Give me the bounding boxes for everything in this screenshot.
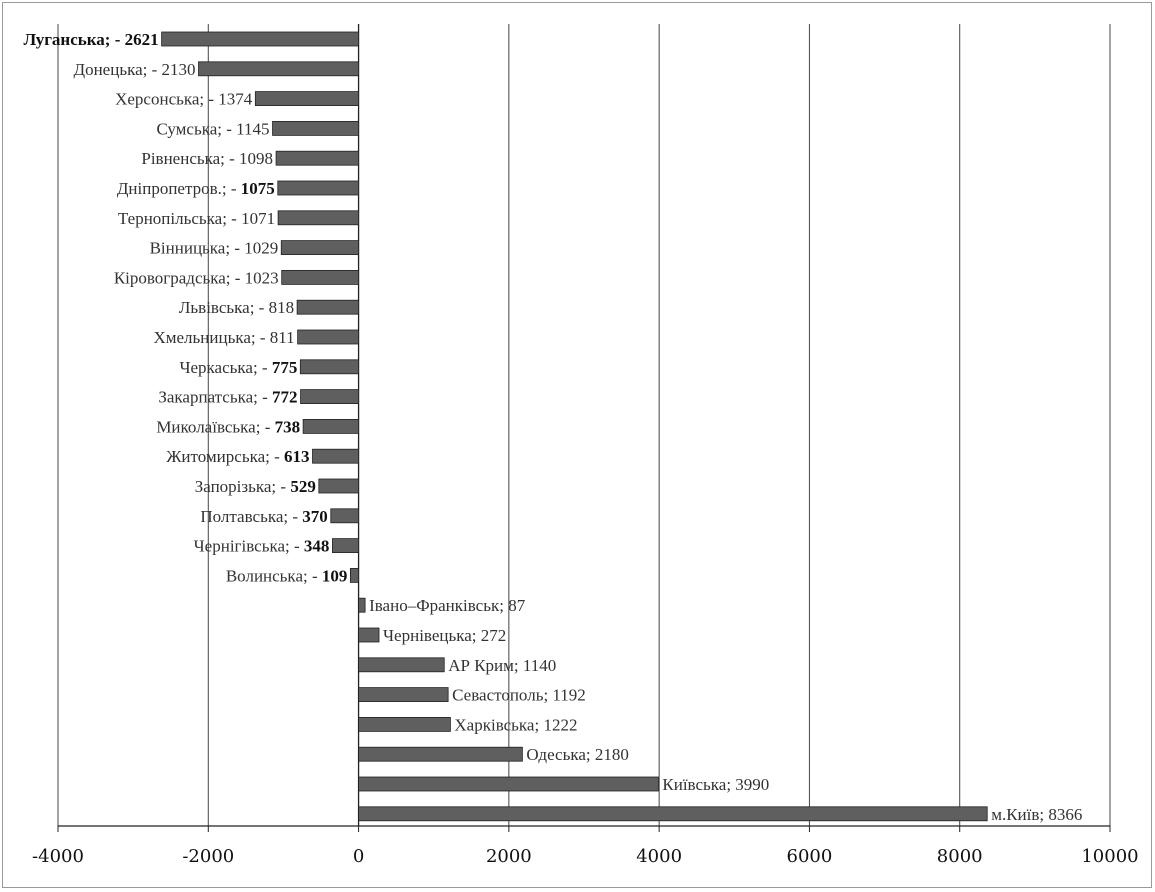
- bar-label-value: 738: [275, 417, 301, 436]
- bar: [358, 627, 380, 643]
- bar-label-name: Дніпропетров.; -: [117, 179, 241, 198]
- bar-label: м.Київ; 8366: [991, 805, 1082, 824]
- bar-label: Рівненська; - 1098: [141, 149, 273, 168]
- bars: [161, 31, 988, 822]
- bar-label: Миколаївська; - 738: [156, 417, 300, 436]
- bar: [198, 61, 359, 77]
- bar: [332, 538, 359, 553]
- bar-label: Луганська; - 2621: [23, 30, 158, 49]
- bar: [358, 806, 988, 822]
- bar-label: Львівська; - 818: [179, 298, 294, 317]
- bar: [281, 269, 359, 285]
- bar: [299, 359, 359, 375]
- bar-label: Івано–Франківськ; 87: [369, 596, 526, 615]
- bar-label: Харківська; 1222: [454, 715, 577, 734]
- bar-label-name: Запорізька; -: [195, 477, 291, 496]
- bar: [254, 91, 359, 106]
- bar-label-value: 529: [290, 477, 316, 496]
- bar-label-value: 348: [304, 537, 330, 556]
- bar: [318, 478, 359, 494]
- bar-label: Дніпропетров.; - 1075: [117, 179, 275, 198]
- bar-label-name: Черкаська; -: [179, 358, 271, 377]
- bar-label-name: Полтавська; -: [200, 507, 302, 526]
- bar: [358, 657, 445, 673]
- bar-label: Полтавська; - 370: [200, 507, 327, 526]
- bar-label-name: Закарпатська; -: [158, 388, 272, 407]
- bar-label: Хмельницька; - 811: [153, 328, 294, 347]
- bar-label: Чернігівська; - 348: [194, 537, 330, 556]
- bar: [358, 717, 451, 732]
- bar-label-name: Волинська; -: [226, 566, 322, 585]
- x-tick-label: 10000: [1081, 846, 1138, 867]
- bar: [302, 418, 359, 434]
- bar-label: Київська; 3990: [662, 775, 769, 794]
- bar: [349, 568, 359, 583]
- bar-label: Черкаська; - 775: [179, 358, 297, 377]
- bar: [297, 329, 359, 345]
- bar-label: АР Крим; 1140: [448, 656, 556, 675]
- bar: [358, 597, 366, 613]
- bar-label: Вінницька; - 1029: [150, 239, 279, 258]
- bar-label-value: 1075: [241, 179, 275, 198]
- x-tick-label: 2000: [486, 846, 532, 867]
- bar: [358, 776, 659, 792]
- bar-label: Чернівецька; 272: [383, 626, 506, 645]
- bar-label: Донецька; - 2130: [73, 60, 195, 79]
- bar-label-name: Чернігівська; -: [194, 537, 304, 556]
- bar-label: Кіровоградська; - 1023: [114, 268, 279, 287]
- bar: [275, 150, 359, 166]
- x-axis: -4000 -2000 0 2000 4000 6000 8000 10000: [32, 825, 1139, 867]
- bar-label: Запорізька; - 529: [195, 477, 316, 496]
- x-tick-label: -4000: [32, 846, 84, 867]
- bar-label-name: Миколаївська; -: [156, 417, 274, 436]
- bar-label: Севастополь; 1192: [452, 686, 586, 705]
- bar-label-value: 370: [302, 507, 328, 526]
- bar-label-value: 613: [284, 447, 310, 466]
- bar: [358, 687, 449, 702]
- x-tick-label: 0: [353, 846, 364, 867]
- x-tick-label: 6000: [787, 846, 833, 867]
- x-tick-label: -2000: [182, 846, 234, 867]
- bar-label: Закарпатська; - 772: [158, 388, 297, 407]
- bar: [312, 448, 359, 464]
- bar: [296, 299, 359, 315]
- bar-label-name: Житомирська; -: [166, 447, 284, 466]
- bar-label: Сумська; - 1145: [156, 119, 269, 138]
- bar-label-value: 109: [322, 566, 348, 585]
- bar: [280, 240, 359, 256]
- bar-label: Херсонська; - 1374: [115, 90, 253, 109]
- bar-label: Одеська; 2180: [526, 745, 629, 764]
- bar: [300, 389, 359, 405]
- bar-labels: Луганська; - 2621 Донецька; - 2130 Херсонс…: [23, 30, 1082, 824]
- bar: [272, 121, 359, 136]
- bar: [330, 508, 359, 524]
- bar-label: Волинська; - 109: [226, 566, 348, 585]
- bar: [277, 180, 359, 196]
- bar: [277, 210, 359, 226]
- x-tick-label: 4000: [636, 846, 682, 867]
- bar-label-value: 775: [272, 358, 298, 377]
- bar: [161, 31, 359, 47]
- bar-label: Тернопільська; - 1071: [118, 209, 275, 228]
- bar-label: Житомирська; - 613: [166, 447, 309, 466]
- x-tick-label: 8000: [937, 846, 983, 867]
- bar-label-value: 772: [272, 388, 298, 407]
- bar: [358, 746, 523, 762]
